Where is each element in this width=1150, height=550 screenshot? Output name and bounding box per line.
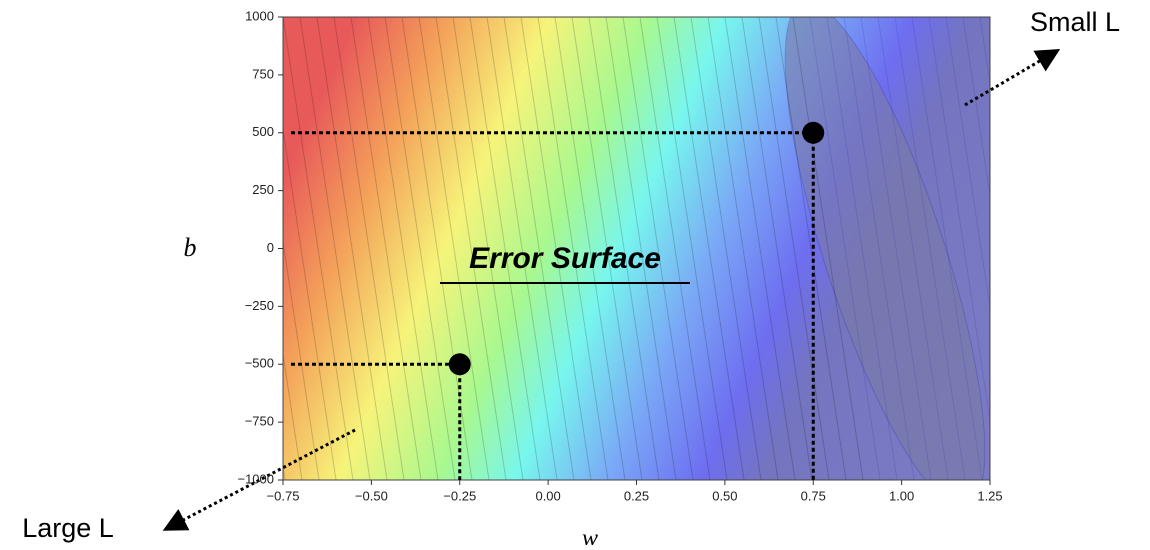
contour-line [843,17,915,480]
minimum-region [784,17,986,480]
x-tick-label: 0.25 [624,488,649,503]
error-surface [113,17,1150,480]
contour-line [962,17,990,199]
y-axis-label: b [184,233,197,262]
contour-line [775,17,847,480]
contour-line [724,17,796,480]
contour-line [350,17,422,480]
contour-line [299,17,371,480]
contour-line [622,17,694,480]
y-tick-label: −750 [245,414,274,429]
contour-line [520,17,592,480]
parameter-point [802,121,825,144]
x-tick-label: 0.00 [535,488,560,503]
contour-line [333,17,405,480]
contour-line [384,17,456,480]
contour-line [283,463,286,480]
contour-line [283,126,337,480]
x-axis-label: w [582,526,598,546]
contour-line [198,17,268,480]
contour-line [588,17,660,480]
contour-line [1065,17,1135,480]
contour-line [1014,17,1084,480]
contour-line [147,17,217,480]
contour-line [469,17,541,480]
contour-line [877,17,949,480]
contour-line [1099,17,1150,480]
contour-line [503,17,575,480]
contour-line [741,17,813,480]
y-tick-label: 0 [267,240,274,255]
contour-line [1116,17,1150,480]
contour-line [826,17,898,480]
contour-line [283,238,320,480]
contour-line [860,17,932,480]
contour-line [316,17,388,480]
x-tick-label: 1.00 [889,488,914,503]
contour-line [758,17,830,480]
contour-line [367,17,439,480]
contour-line [571,17,643,480]
contour-line [997,17,1067,480]
contour-line [113,17,183,480]
contour-line [452,17,524,480]
contour-line [164,17,234,480]
x-tick-label: −0.50 [355,488,388,503]
contour-line [1031,17,1101,480]
y-tick-label: −500 [245,356,274,371]
x-tick-label: 0.75 [801,488,826,503]
x-tick-label: −0.75 [267,488,300,503]
y-tick-label: 750 [252,66,274,81]
y-tick-label: 250 [252,182,274,197]
large-loss-label: Large L [22,513,114,543]
contour-line [537,17,609,480]
contour-line [792,17,864,480]
chart-title: Error Surface [469,242,661,275]
y-tick-label: 1000 [245,8,274,23]
contour-line [1082,17,1150,480]
contour-line [486,17,558,480]
contour-line [673,17,745,480]
contour-line [283,17,354,480]
contour-line [928,17,990,424]
large-loss-arrow [162,428,356,531]
contour-line [435,17,507,480]
y-tick-label: 500 [252,124,274,139]
contour-line [418,17,490,480]
contour-line [690,17,762,480]
x-tick-label: −0.25 [443,488,476,503]
y-tick-label: −1000 [237,471,274,486]
parameter-point [448,353,471,376]
contour-line [911,17,983,480]
contour-line [894,17,966,480]
small-loss-label: Small L [1030,7,1120,37]
y-tick-label: −250 [245,298,274,313]
contour-line [656,17,728,480]
contour-line [707,17,779,480]
contour-line [1048,17,1118,480]
x-tick-label: 0.50 [712,488,737,503]
contour-line [639,17,711,480]
contour-line [809,17,881,480]
contour-line [283,350,303,480]
contour-line [605,17,677,480]
contour-line [554,17,626,480]
x-tick-label: 1.25 [977,488,1002,503]
contour-line [945,17,990,312]
